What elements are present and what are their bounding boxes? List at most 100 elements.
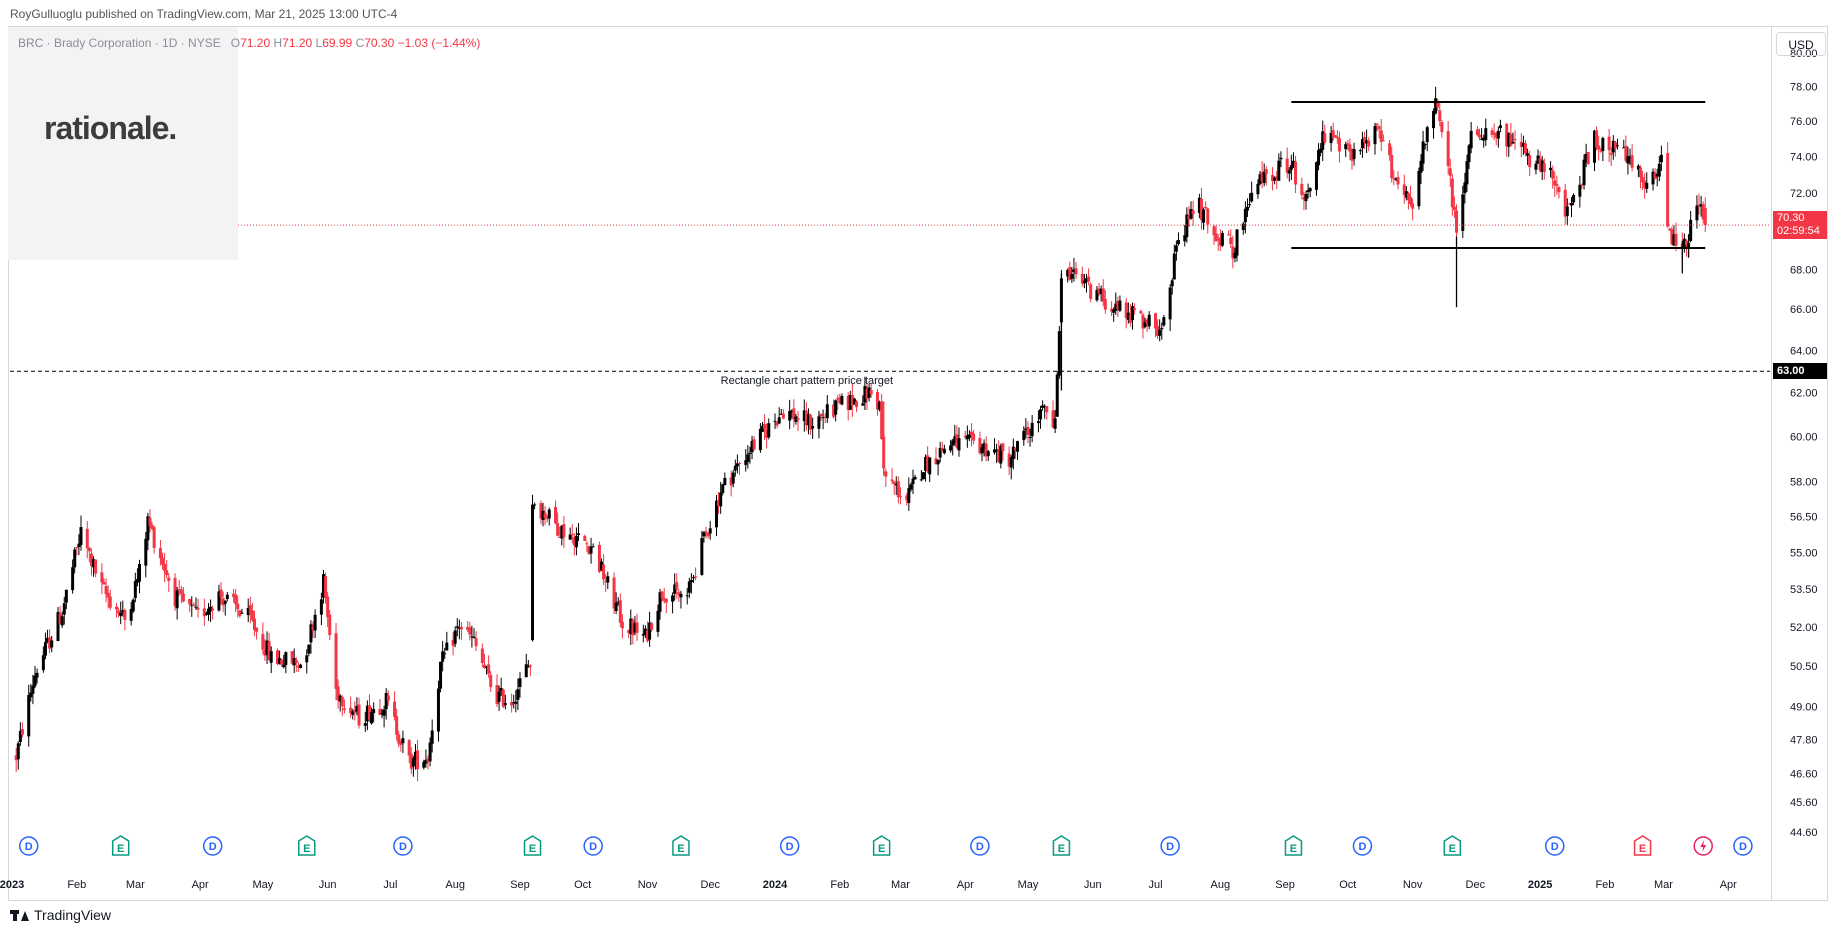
candle-body	[1304, 194, 1308, 202]
candle-body	[568, 534, 572, 540]
candle-body	[1319, 148, 1323, 153]
candle-body	[416, 750, 420, 770]
candle-body	[455, 626, 459, 628]
candle-body	[1009, 457, 1013, 468]
candle-body	[115, 606, 119, 610]
candle-body	[1036, 421, 1040, 424]
candle-body	[1528, 155, 1532, 168]
candle-body	[790, 410, 794, 413]
candle-body	[556, 523, 560, 536]
candle-body	[46, 637, 50, 642]
candle-body	[234, 594, 238, 605]
candle-body	[1622, 147, 1626, 149]
candle-body	[497, 691, 501, 702]
candle-body	[512, 702, 516, 704]
dividend-badge-letter: D	[25, 841, 33, 853]
candle-body	[631, 619, 635, 636]
candle-body	[1446, 131, 1450, 167]
candle-body	[353, 709, 357, 713]
candle-body	[1243, 208, 1247, 223]
candle-body	[1542, 163, 1546, 172]
candle-body	[409, 753, 413, 769]
candle-body	[307, 644, 311, 654]
candle-body	[913, 476, 917, 480]
candle-body	[367, 705, 371, 721]
x-tick-label: Mar	[891, 879, 910, 891]
candle-body	[1553, 180, 1557, 186]
candle-body	[691, 577, 695, 579]
candle-body	[188, 599, 192, 605]
x-tick-label: Feb	[830, 879, 849, 891]
candle-body	[1609, 152, 1613, 155]
candle-body	[658, 592, 662, 612]
x-tick-label: Aug	[1211, 879, 1231, 891]
currency-selector[interactable]: USD	[1776, 32, 1826, 56]
candle-body	[951, 440, 955, 446]
candle-body	[687, 581, 691, 593]
candle-body	[1519, 141, 1523, 147]
candle-body	[612, 577, 616, 609]
candle-body	[526, 665, 530, 668]
candle-body	[1197, 197, 1201, 213]
candle-body	[1233, 252, 1237, 259]
candle-body	[1306, 190, 1310, 193]
candle-body	[1273, 177, 1277, 181]
candle-body	[426, 758, 430, 762]
candle-body	[1185, 214, 1189, 238]
candle-body	[211, 608, 215, 611]
y-tick-label: 66.00	[1790, 304, 1818, 316]
candle-body	[18, 730, 22, 743]
candle-body	[204, 613, 208, 615]
candle-body	[892, 481, 896, 484]
candle-body	[1147, 314, 1151, 327]
candle-body	[777, 417, 781, 424]
close-label: C	[355, 36, 365, 50]
candle-body	[1538, 158, 1542, 171]
candle-body	[861, 403, 865, 406]
dividend-badge-icon	[583, 836, 603, 856]
candle-body	[1139, 311, 1143, 314]
candle-body	[926, 455, 930, 472]
candle-body	[250, 610, 254, 621]
y-tick-label: 45.60	[1790, 797, 1818, 809]
candle-body	[898, 496, 902, 498]
candle-body	[719, 492, 723, 507]
candle-body	[600, 561, 604, 571]
candle-body	[1204, 206, 1208, 209]
candle-body	[144, 538, 148, 566]
candle-body	[1262, 171, 1266, 184]
candle-body	[123, 610, 127, 620]
candle-body	[1450, 178, 1454, 208]
candle-body	[265, 640, 269, 655]
candle-body	[999, 445, 1003, 464]
candle-body	[1641, 177, 1645, 183]
earnings-badge-icon	[111, 835, 130, 856]
candle-body	[152, 527, 156, 548]
earnings-badge-icon	[523, 835, 542, 856]
candle-body	[706, 532, 710, 537]
candle-body	[1271, 175, 1275, 182]
candle-body	[232, 593, 236, 598]
symbol-legend[interactable]: BRC · Brady Corporation · 1D · NYSE O71.…	[18, 36, 480, 50]
earnings-badge-icon	[1443, 835, 1462, 856]
candle-body	[1402, 184, 1406, 196]
tradingview-footer-logo[interactable]: TradingView	[10, 907, 111, 923]
candle-body	[1011, 446, 1015, 460]
x-tick-label: Jun	[1084, 879, 1102, 891]
candle-body	[660, 591, 664, 599]
candle-body	[1346, 143, 1350, 145]
candle-body	[443, 653, 447, 655]
candle-body	[173, 578, 177, 607]
candle-body	[817, 416, 821, 429]
candle-body	[179, 589, 183, 595]
candle-body	[867, 387, 871, 398]
candle-body	[436, 688, 440, 732]
candle-body	[468, 627, 472, 635]
y-tick-label: 44.60	[1790, 827, 1818, 839]
candle-body	[1039, 409, 1043, 420]
candle-body	[89, 553, 93, 567]
candle-body	[1615, 145, 1619, 147]
dividend-badge-icon	[1352, 836, 1373, 856]
candle-body	[261, 633, 265, 650]
